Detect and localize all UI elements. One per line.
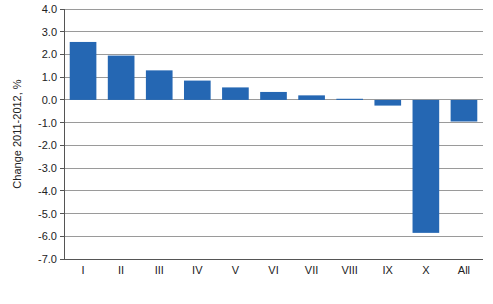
tick-mark <box>60 77 64 78</box>
tick-label: 1.0 <box>42 71 57 83</box>
grid-line <box>64 236 483 237</box>
bar <box>146 70 173 100</box>
tick-mark <box>60 236 64 237</box>
tick-label: -2.0 <box>38 139 57 151</box>
tick-mark <box>60 145 64 146</box>
y-axis-label: Change 2011-2012, % <box>11 79 23 188</box>
y-axis <box>64 9 65 259</box>
tick-label: -1.0 <box>38 117 57 129</box>
tick-mark <box>60 31 64 32</box>
tick-label: 3.0 <box>42 26 57 38</box>
tick-mark <box>60 54 64 55</box>
bars <box>70 42 478 233</box>
tick-mark <box>60 9 64 10</box>
category-label: X <box>422 264 430 276</box>
tick-mark <box>60 122 64 123</box>
bar <box>222 87 249 100</box>
chart: -7.0 -6.0 -5.0 -4.0 -3.0 -2.0 -1.0 0.0 1.0 2.0 3.0… <box>0 0 493 304</box>
tick-label: -7.0 <box>38 253 57 265</box>
grid-line <box>64 9 483 10</box>
tick-mark <box>60 168 64 169</box>
bar <box>260 92 287 100</box>
bar <box>184 81 211 100</box>
category-label: VII <box>305 264 318 276</box>
bar <box>70 42 97 100</box>
bar <box>413 100 440 233</box>
tick-mark <box>60 190 64 191</box>
tick-label: -5.0 <box>38 208 57 220</box>
category-label: IV <box>192 264 203 276</box>
bar <box>451 100 478 122</box>
category-label: II <box>118 264 124 276</box>
category-label: III <box>155 264 164 276</box>
grid-line <box>64 31 483 32</box>
tick-label: 4.0 <box>42 3 57 15</box>
tick-label: -4.0 <box>38 185 57 197</box>
x-axis <box>64 259 483 260</box>
tick-label: 0.0 <box>42 94 57 106</box>
bar <box>336 99 363 100</box>
tick-label: -6.0 <box>38 230 57 242</box>
category-label: VI <box>268 264 278 276</box>
tick-label: -3.0 <box>38 162 57 174</box>
category-label: VIII <box>341 264 358 276</box>
bar <box>298 95 325 100</box>
bar <box>374 100 401 106</box>
grid-line <box>64 54 483 55</box>
category-label: All <box>458 264 470 276</box>
tick-label: 2.0 <box>42 48 57 60</box>
category-label: V <box>232 264 240 276</box>
bar <box>108 56 135 100</box>
tick-mark <box>60 213 64 214</box>
category-label: I <box>82 264 85 276</box>
tick-mark <box>60 259 64 260</box>
category-label: IX <box>383 264 394 276</box>
tick-mark <box>60 99 64 100</box>
grid-line <box>64 259 483 260</box>
